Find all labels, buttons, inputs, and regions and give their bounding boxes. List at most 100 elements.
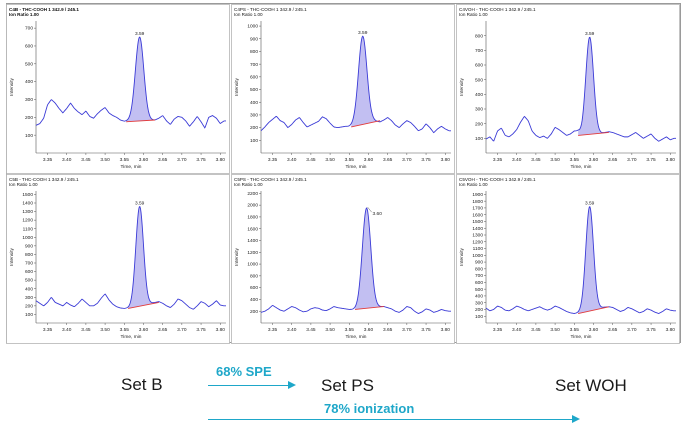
x-tick-label: 3.45 [531,157,541,163]
integration-baseline [351,120,381,128]
peak-label: 3.59 [585,201,595,207]
chromatogram-trace [485,206,676,314]
peak-label-leader [367,206,372,213]
x-tick-label: 3.35 [43,327,53,333]
ionization-arrow-head [572,415,580,423]
y-tick-label: 1100 [473,246,484,252]
x-tick-label: 3.65 [608,327,618,333]
y-tick-label: 500 [250,87,258,93]
x-axis-label: Time, min [571,334,592,340]
chromatogram-trace [35,206,226,310]
x-tick-label: 3.60 [364,327,374,333]
y-tick-label: 100 [475,136,483,142]
x-tick-label: 3.60 [139,157,149,163]
y-tick-label: 1600 [472,212,483,218]
panel-title: C4VOH - THC-COOH 1 342.9 / 245.1 [459,7,536,12]
x-tick-label: 3.75 [196,327,206,333]
peak-label: 3.59 [358,30,368,36]
y-tick-label: 700 [250,62,258,68]
x-tick-label: 3.55 [120,327,130,333]
x-tick-label: 3.75 [646,157,656,163]
panel-subtitle: Ion Ratio 1.00 [234,12,263,17]
spe-arrow-line [208,385,290,386]
y-tick-label: 200 [25,303,33,309]
panel-border [6,174,230,344]
x-tick-label: 3.35 [493,327,503,333]
x-tick-label: 3.65 [158,157,168,163]
y-tick-label: 100 [25,312,33,318]
chromatogram-trace [260,207,451,314]
integration-baseline [126,119,156,123]
y-tick-label: 1200 [247,250,258,256]
y-tick-label: 1700 [472,206,483,212]
peak-area [578,37,609,136]
x-tick-label: 3.65 [383,327,393,333]
y-tick-label: 200 [250,309,258,315]
y-tick-label: 2000 [247,203,258,209]
x-tick-label: 3.80 [216,157,226,163]
x-tick-label: 3.70 [402,157,412,163]
x-tick-label: 3.40 [287,157,297,163]
y-tick-label: 1100 [23,226,34,232]
y-tick-label: 100 [475,314,483,320]
integration-baseline [578,132,609,136]
x-tick-label: 3.40 [62,157,72,163]
y-tick-label: 700 [25,26,33,32]
x-tick-label: 3.40 [62,327,72,333]
x-tick-label: 3.40 [512,157,522,163]
panel-title: C4PS - THC-COOH 1 342.9 / 245.1 [234,7,307,12]
x-axis-label: Time, min [346,334,367,340]
x-tick-label: 3.40 [512,327,522,333]
set-ps-label: Set PS [321,376,374,395]
y-tick-label: 300 [475,107,483,113]
integration-baseline [128,301,159,309]
y-tick-label: 400 [475,294,483,300]
y-tick-label: 800 [250,49,258,55]
y-tick-label: 200 [475,307,483,313]
y-axis-label: Intensity [459,77,465,95]
peak-area [128,206,159,309]
panel-title: C5VOH - THC-COOH 1 342.9 / 245.1 [459,177,536,182]
y-tick-label: 200 [475,121,483,127]
y-tick-label: 1900 [472,192,483,198]
panel-subtitle: Ion Ratio 1.00 [459,182,488,187]
y-tick-label: 800 [25,252,33,258]
y-tick-label: 1500 [472,219,483,225]
y-tick-label: 800 [475,33,483,39]
x-tick-label: 3.55 [345,327,355,333]
x-axis-label: Time, min [571,164,592,170]
y-tick-label: 1200 [22,218,33,224]
x-tick-label: 3.45 [306,327,316,333]
set-b-label: Set B [121,375,163,394]
y-tick-label: 1400 [22,201,33,207]
y-tick-label: 600 [25,44,33,50]
peak-area [355,208,384,310]
panel-title: C5PS - THC-COOH 1 342.9 / 245.1 [234,177,307,182]
x-tick-label: 3.70 [402,327,412,333]
x-tick-label: 3.55 [570,327,580,333]
x-tick-label: 3.75 [421,157,431,163]
x-tick-label: 3.55 [345,157,355,163]
x-axis-label: Time, min [121,164,142,170]
y-tick-label: 1300 [22,209,33,215]
spe-arrow-head [288,381,296,389]
x-tick-label: 3.65 [158,327,168,333]
x-tick-label: 3.75 [196,157,206,163]
y-tick-label: 500 [25,61,33,67]
y-tick-label: 600 [25,269,33,275]
x-axis-label: Time, min [346,164,367,170]
x-tick-label: 3.80 [666,327,676,333]
peak-label: 3.59 [585,31,595,37]
y-tick-label: 900 [25,243,33,249]
x-tick-label: 3.40 [287,327,297,333]
x-tick-label: 3.60 [139,327,149,333]
chromatogram-trace [260,35,451,134]
x-tick-label: 3.70 [177,327,187,333]
chromatogram-trace [485,36,676,142]
x-tick-label: 3.80 [441,157,451,163]
panel-border [456,4,680,174]
